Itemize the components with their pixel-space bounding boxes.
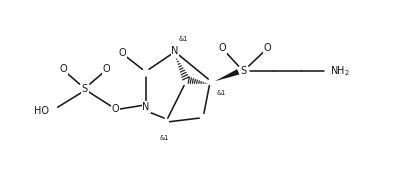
Text: O: O xyxy=(218,43,226,53)
Text: &1: &1 xyxy=(179,36,188,42)
Text: O: O xyxy=(102,64,110,74)
Text: S: S xyxy=(241,66,247,76)
Text: O: O xyxy=(119,48,127,58)
Text: O: O xyxy=(59,64,67,74)
Text: O: O xyxy=(112,104,119,114)
Text: HO: HO xyxy=(34,106,48,116)
Text: N: N xyxy=(143,102,150,112)
Text: &1: &1 xyxy=(216,90,226,96)
Polygon shape xyxy=(215,69,239,81)
Text: O: O xyxy=(263,43,271,53)
Text: N: N xyxy=(172,46,179,56)
Text: S: S xyxy=(82,84,88,94)
Text: &1: &1 xyxy=(160,135,169,141)
Text: NH$_2$: NH$_2$ xyxy=(330,64,350,78)
